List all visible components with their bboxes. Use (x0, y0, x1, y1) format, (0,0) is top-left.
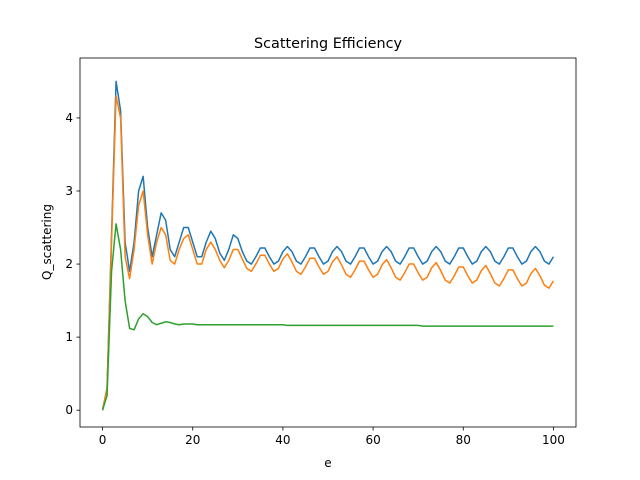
x-tick-label: 80 (456, 433, 471, 447)
x-tick-label: 0 (99, 433, 107, 447)
y-tick-label: 4 (65, 111, 73, 125)
y-tick-label: 1 (65, 330, 73, 344)
chart-title: Scattering Efficiency (254, 36, 403, 52)
x-axis-label: e (324, 456, 331, 470)
x-tick-label: 60 (365, 433, 380, 447)
data-line (101, 95, 555, 411)
y-tick-label: 3 (65, 184, 73, 198)
x-tick-label: 20 (185, 433, 200, 447)
data-line (101, 223, 554, 411)
data-line (101, 80, 555, 411)
y-tick-label: 0 (65, 403, 73, 417)
plot-frame (79, 57, 577, 428)
y-tick-label: 2 (65, 257, 73, 271)
x-tick-label: 100 (542, 433, 565, 447)
y-axis-label: Q_scattering (40, 204, 54, 280)
x-tick-label: 40 (275, 433, 290, 447)
